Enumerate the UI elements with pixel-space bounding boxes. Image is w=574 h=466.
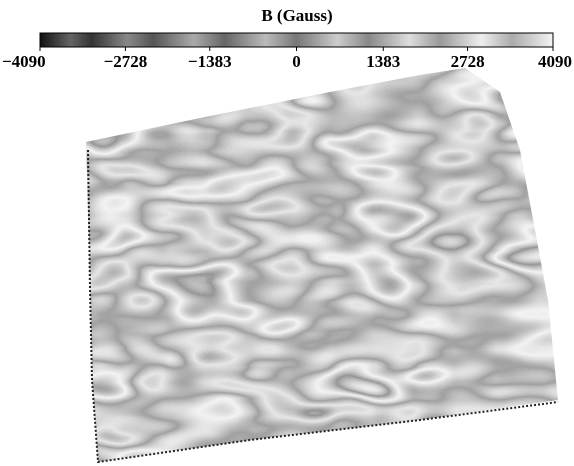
figure: B (Gauss) −4090 −2728 −1383 0 1383 2728 4090 [0,0,574,466]
colorbar-tick-label: 4090 [538,52,572,71]
colorbar-tick-label: −4090 [2,52,46,71]
colorbar-tick-label: −1383 [188,52,232,71]
colorbar-ticks: −4090 −2728 −1383 0 1383 2728 4090 [2,47,572,71]
colorbar-tick-label: −2728 [104,52,148,71]
colorbar-label: B (Gauss) [261,6,332,25]
colorbar-tick-label: 0 [292,52,301,71]
colorbar-tick-label: 1383 [366,52,400,71]
surface [80,60,570,466]
surface-texture [80,60,570,466]
colorbar-tick-label: 2728 [451,52,485,71]
colorbar [40,33,553,47]
